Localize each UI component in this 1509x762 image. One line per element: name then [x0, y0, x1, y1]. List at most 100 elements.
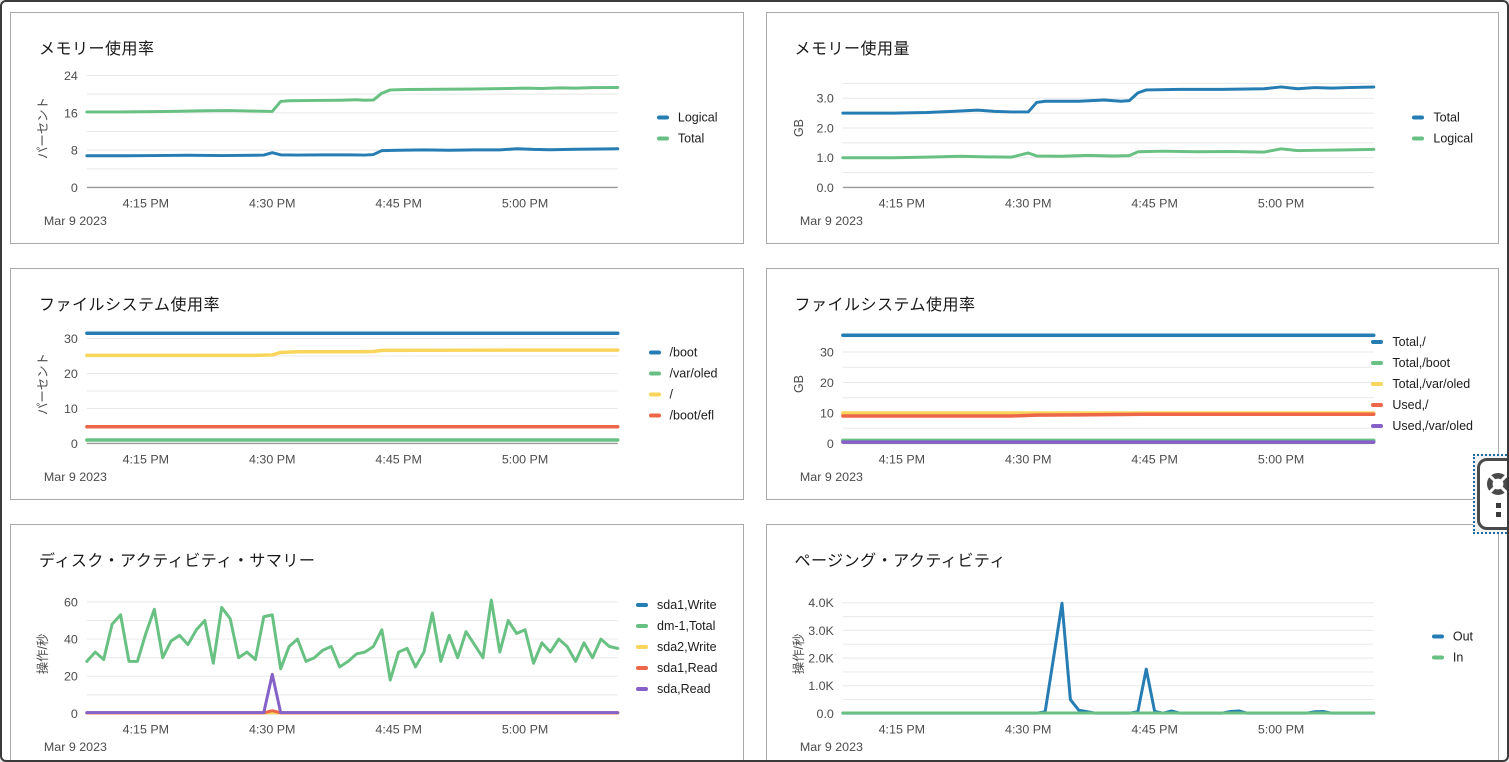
y-axis-tick-label: 8: [71, 144, 78, 158]
x-axis-tick-label: 4:30 PM: [249, 196, 295, 210]
legend-swatch: [656, 115, 669, 120]
x-axis-tick-label: 5:00 PM: [1257, 722, 1303, 736]
y-axis-tick-label: 40: [64, 633, 78, 647]
chart-title: メモリー使用量: [794, 41, 911, 58]
x-axis-tick-label: 4:45 PM: [1131, 452, 1177, 466]
legend-item-sda2,Write[interactable]: sda2,Write: [636, 640, 717, 654]
y-axis-tick-label: 0: [71, 181, 78, 195]
series-line-dm-1,Total: [85, 598, 620, 682]
y-axis-tick-label: 10: [64, 402, 78, 416]
x-axis-date-label: Mar 9 2023: [44, 214, 107, 228]
y-axis-tick-label: 0.0: [816, 707, 833, 721]
chart-title: メモリー使用率: [39, 41, 155, 58]
x-axis-date-label: Mar 9 2023: [44, 470, 107, 484]
x-axis-date-label: Mar 9 2023: [799, 740, 862, 754]
legend-label: dm-1,Total: [657, 619, 716, 633]
panel-filesystem-usage-gb: ファイルシステム使用率 0 10 20 30 4:15 PM 4:30 PM 4:45 PM…: [765, 268, 1499, 500]
legend-swatch: [1412, 115, 1425, 120]
legend-swatch: [656, 136, 669, 141]
legend-item-Total,/[interactable]: Total,/: [1371, 335, 1473, 349]
legend-item-Used,/[interactable]: Used,/: [1371, 398, 1473, 412]
panel-disk-activity-summary: ディスク・アクティビティ・サマリー 0 20 40 60 4:15 PM 4:30 PM 4…: [10, 524, 744, 760]
legend-swatch: [648, 392, 661, 397]
y-axis-tick-label: 0: [71, 707, 78, 721]
legend-item-/var/oled[interactable]: /var/oled: [648, 367, 718, 381]
legend-item-Logical[interactable]: Logical: [1412, 132, 1473, 146]
legend-swatch: [1371, 403, 1384, 407]
x-axis-tick-label: 4:45 PM: [375, 722, 421, 736]
chart-legend: /boot/var/oled / /boot/efl: [648, 339, 718, 430]
y-axis-tick-label: 20: [819, 376, 833, 390]
legend-label: /: [669, 387, 674, 402]
y-axis-title: GB: [791, 119, 805, 137]
help-widget: [1473, 454, 1507, 534]
legend-item-/boot/efl[interactable]: /boot/efl: [648, 408, 718, 423]
legend-label: sda1,Write: [657, 598, 717, 612]
legend-item-dm-1,Total[interactable]: dm-1,Total: [636, 619, 717, 633]
x-axis-tick-label: 4:15 PM: [878, 722, 924, 736]
legend-item-sda1,Read[interactable]: sda1,Read: [636, 661, 718, 675]
legend-item-sda1,Write[interactable]: sda1,Write: [636, 598, 717, 612]
legend-swatch: [1412, 136, 1425, 141]
legend-item-Total[interactable]: Total: [1412, 111, 1473, 125]
y-axis-tick-label: 20: [64, 367, 78, 381]
legend-swatch: [1371, 340, 1384, 344]
x-axis-date-label: Mar 9 2023: [799, 214, 862, 228]
x-axis-tick-label: 4:30 PM: [249, 452, 295, 466]
filesystem-usage-gb-chart: 0 10 20 30 4:15 PM 4:30 PM 4:45 PM 5:00 PM Mar 9…: [791, 333, 1376, 484]
legend-item-/[interactable]: /: [648, 387, 718, 402]
x-axis-tick-label: 4:15 PM: [878, 196, 924, 210]
y-axis-title: 操作/秒: [35, 634, 50, 675]
legend-swatch: [1431, 634, 1444, 639]
x-axis-tick-label: 4:15 PM: [878, 452, 924, 466]
legend-item-Out[interactable]: Out: [1431, 630, 1473, 644]
legend-swatch: [648, 350, 661, 355]
chart-legend: Logical Total: [656, 104, 718, 153]
legend-label: Used,/: [1392, 398, 1429, 412]
legend-label: /boot/efl: [669, 408, 715, 423]
legend-label: sda2,Write: [657, 640, 717, 654]
x-axis-tick-label: 4:30 PM: [1005, 722, 1051, 736]
legend-item-Total,/boot[interactable]: Total,/boot: [1371, 356, 1473, 370]
y-axis-tick-label: 60: [64, 595, 78, 609]
chart-title: ファイルシステム使用率: [39, 297, 221, 314]
chart-title: ページング・アクティビティ: [794, 553, 1006, 570]
legend-item-Logical[interactable]: Logical: [656, 111, 718, 125]
y-axis-title: パーセント: [36, 97, 50, 159]
legend-label: Total: [677, 131, 705, 146]
x-axis-tick-label: 5:00 PM: [502, 722, 548, 736]
x-axis-tick-label: 4:15 PM: [123, 722, 169, 736]
y-axis-tick-label: 30: [64, 332, 78, 346]
legend-swatch: [636, 645, 649, 649]
series-line-sda,Read: [85, 672, 620, 715]
legend-item-Used,/var/oled[interactable]: Used,/var/oled: [1371, 419, 1473, 433]
y-axis-tick-label: 3.0: [816, 92, 833, 106]
legend-item-Total[interactable]: Total: [656, 131, 718, 146]
legend-swatch: [636, 687, 649, 691]
legend-item-/boot[interactable]: /boot: [648, 346, 718, 360]
x-axis-date-label: Mar 9 2023: [799, 470, 862, 484]
x-axis-tick-label: 5:00 PM: [502, 196, 548, 210]
legend-label: Total,/boot: [1392, 356, 1451, 370]
legend-item-sda,Read[interactable]: sda,Read: [636, 682, 717, 696]
disk-activity-summary-chart: 0 20 40 60 4:15 PM 4:30 PM 4:45 PM 5:00 PM Mar 9…: [35, 595, 620, 754]
x-axis-tick-label: 4:15 PM: [123, 452, 169, 466]
legend-item-Total,/var/oled[interactable]: Total,/var/oled: [1371, 377, 1473, 391]
x-axis-tick-label: 4:45 PM: [1131, 722, 1177, 736]
x-axis-tick-label: 4:45 PM: [1131, 196, 1177, 210]
legend-label: sda,Read: [657, 682, 711, 696]
legend-swatch: [1371, 382, 1384, 386]
series-line-Logical: [840, 147, 1375, 160]
y-axis-tick-label: 4.0K: [808, 596, 834, 610]
legend-swatch: [636, 666, 649, 670]
series-line-Logical: [85, 147, 620, 158]
help-button[interactable]: [1477, 458, 1507, 530]
chart-legend: sda1,Write dm-1,Total sda2,Write sda1,Read s…: [636, 591, 718, 703]
legend-item-In[interactable]: In: [1431, 650, 1473, 665]
legend-label: Total: [1433, 110, 1460, 125]
series-line-/: [85, 348, 620, 358]
x-axis-tick-label: 4:30 PM: [1005, 196, 1051, 210]
legend-label: In: [1452, 650, 1464, 665]
